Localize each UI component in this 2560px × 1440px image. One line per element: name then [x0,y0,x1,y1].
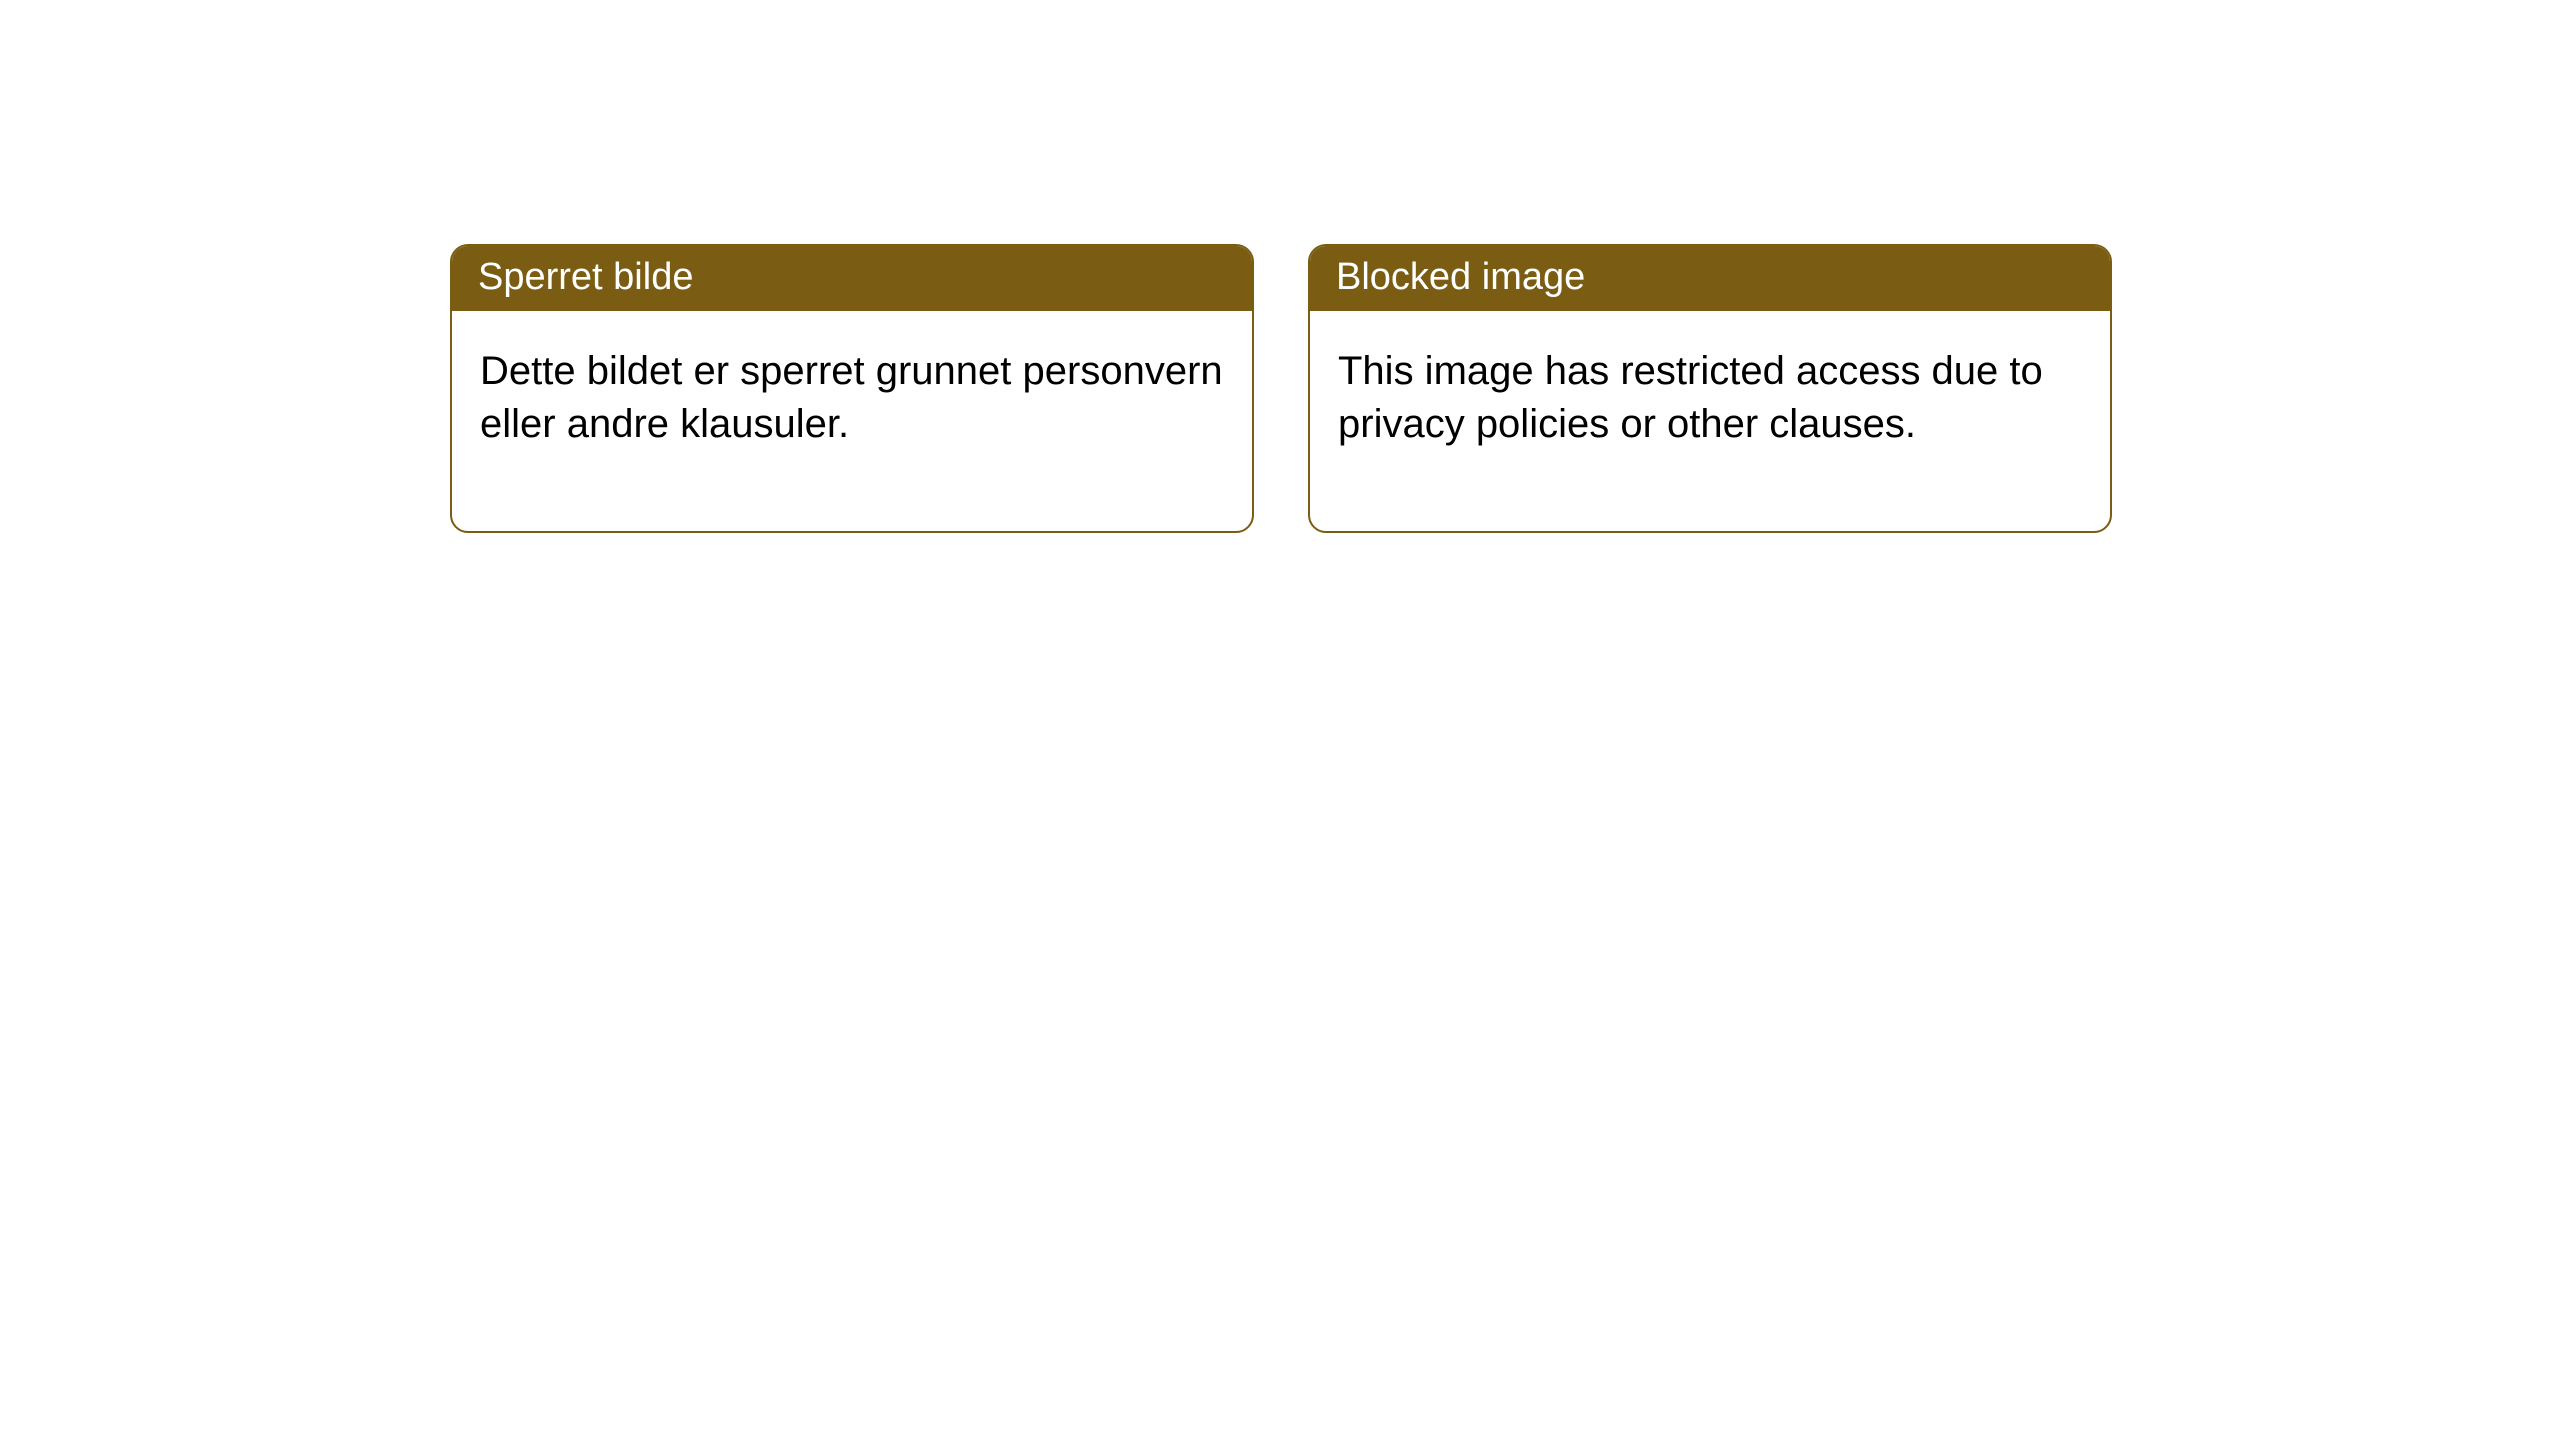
notice-container: Sperret bilde Dette bildet er sperret gr… [0,0,2560,533]
notice-body-english: This image has restricted access due to … [1310,311,2110,531]
notice-card-english: Blocked image This image has restricted … [1308,244,2112,533]
notice-title-norwegian: Sperret bilde [452,246,1252,311]
notice-body-norwegian: Dette bildet er sperret grunnet personve… [452,311,1252,531]
notice-title-english: Blocked image [1310,246,2110,311]
notice-card-norwegian: Sperret bilde Dette bildet er sperret gr… [450,244,1254,533]
